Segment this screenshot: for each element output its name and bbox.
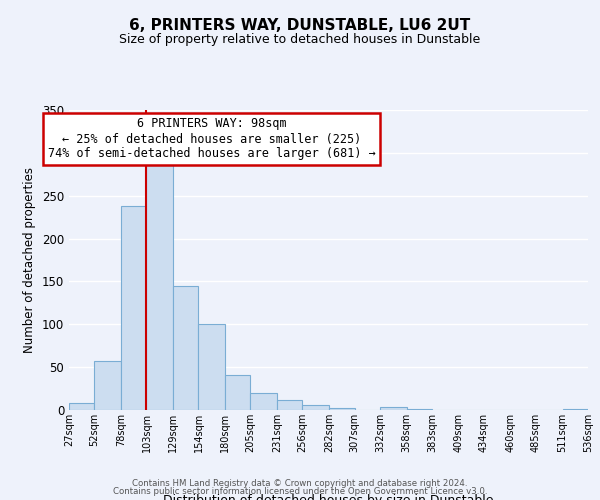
- Bar: [380, 408, 407, 410]
- Bar: [121, 206, 146, 410]
- Bar: [329, 408, 355, 410]
- Bar: [407, 409, 432, 410]
- Text: Contains HM Land Registry data © Crown copyright and database right 2024.: Contains HM Land Registry data © Crown c…: [132, 478, 468, 488]
- Bar: [250, 393, 277, 410]
- Y-axis label: Number of detached properties: Number of detached properties: [23, 167, 37, 353]
- Bar: [69, 403, 94, 410]
- Bar: [94, 361, 121, 410]
- Text: Contains public sector information licensed under the Open Government Licence v3: Contains public sector information licen…: [113, 487, 487, 496]
- X-axis label: Distribution of detached houses by size in Dunstable: Distribution of detached houses by size …: [163, 494, 494, 500]
- Bar: [199, 324, 225, 410]
- Bar: [225, 375, 250, 410]
- Text: Size of property relative to detached houses in Dunstable: Size of property relative to detached ho…: [119, 32, 481, 46]
- Bar: [173, 286, 199, 410]
- Bar: [277, 400, 302, 410]
- Bar: [563, 409, 588, 410]
- Text: 6 PRINTERS WAY: 98sqm
← 25% of detached houses are smaller (225)
74% of semi-det: 6 PRINTERS WAY: 98sqm ← 25% of detached …: [48, 118, 376, 160]
- Text: 6, PRINTERS WAY, DUNSTABLE, LU6 2UT: 6, PRINTERS WAY, DUNSTABLE, LU6 2UT: [130, 18, 470, 32]
- Bar: [146, 162, 173, 410]
- Bar: [302, 405, 329, 410]
